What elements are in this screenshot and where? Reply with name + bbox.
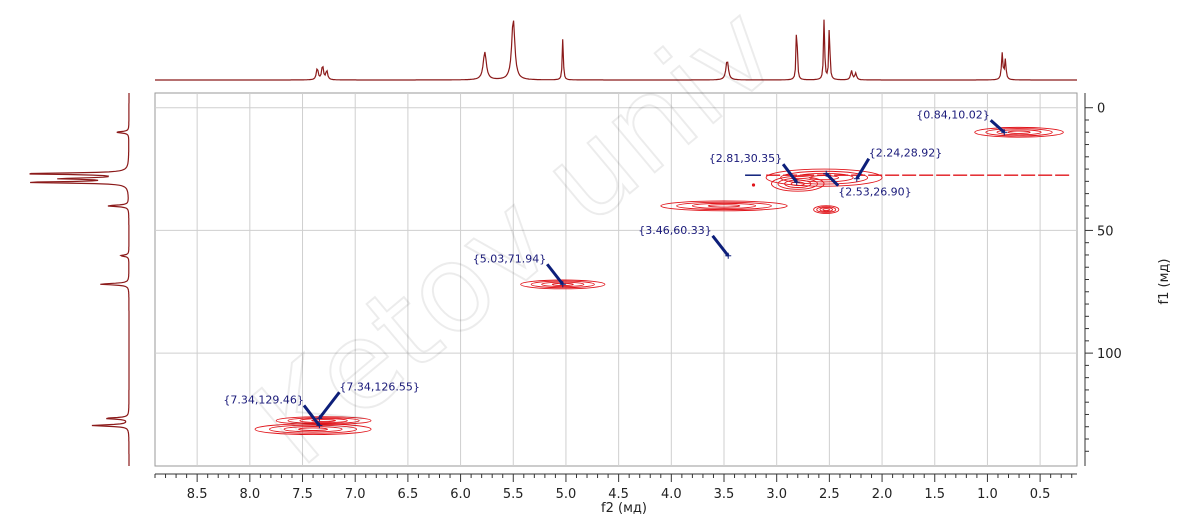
contour-ring (283, 426, 343, 433)
x-tick-label: 4.0 (661, 487, 682, 502)
x-axis-title: f2 (мд) (601, 501, 647, 516)
contour-ring (707, 204, 741, 208)
contour-ring (784, 179, 812, 188)
contour-ring (275, 416, 372, 425)
x-tick-label: 1.0 (977, 487, 998, 502)
contour-ring (269, 424, 358, 434)
f2-projection-spectrum (155, 19, 1077, 81)
peak-label: {7.34,129.46} (223, 393, 303, 406)
x-tick-label: 0.5 (1030, 487, 1051, 502)
x-tick-label: 7.0 (345, 487, 366, 502)
y-tick-label: 100 (1097, 347, 1122, 362)
contour-ring (777, 177, 819, 190)
contours (254, 126, 1064, 436)
contour-ring (819, 207, 833, 213)
contour-ring (311, 419, 336, 423)
x-tick-label: 1.5 (924, 487, 945, 502)
contour-ring (985, 128, 1053, 137)
peak-arrow (855, 157, 871, 180)
y-axis-title: f1 (мд) (1157, 259, 1172, 305)
contour-ring (765, 168, 883, 187)
y-tick-label: 0 (1097, 102, 1105, 117)
peak-arrow (318, 391, 341, 420)
contour-ring (520, 279, 606, 290)
x-tick-label: 5.0 (556, 487, 577, 502)
x-tick-label: 2.5 (819, 487, 840, 502)
peak-annotations: {0.84,10.02} {2.81,30.35} {2.24,28.92} {2.5… (223, 108, 1008, 429)
x-tick-label: 2.0 (872, 487, 893, 502)
peak-label: {3.46,60.33} (638, 224, 711, 237)
x-tick-label: 8.0 (239, 487, 260, 502)
contour-ring (254, 423, 372, 436)
peak-arrow (825, 172, 840, 187)
contour-ring (1007, 130, 1031, 134)
peak-arrow (711, 234, 730, 257)
peak-label: {2.24,28.92} (869, 147, 942, 160)
x-tick-label: 6.0 (450, 487, 471, 502)
x-tick-label: 8.5 (187, 487, 208, 502)
peak-label: {2.53,26.90} (838, 186, 911, 199)
x-tick-label: 7.5 (292, 487, 313, 502)
contour-ring (676, 201, 772, 211)
contour-ring (816, 206, 837, 213)
peak-label: {7.34,126.55} (339, 380, 419, 393)
x-tick-label: 3.5 (714, 487, 735, 502)
contour-ring (660, 200, 788, 212)
peak-arrow (781, 163, 798, 184)
noise-dot (751, 183, 756, 187)
contour-ring (530, 280, 595, 289)
contour-ring (299, 418, 348, 424)
contour-ring (691, 202, 757, 209)
y-tick-label: 50 (1097, 224, 1114, 239)
contour-ring (974, 126, 1064, 138)
x-tick-label: 4.5 (608, 487, 629, 502)
contour-ring (771, 175, 825, 192)
peak-label: {0.84,10.02} (916, 108, 989, 121)
contour-ring (298, 427, 329, 431)
peak-label: {5.03,71.94} (473, 252, 546, 265)
contour-ring (996, 129, 1042, 136)
f1-projection-spectrum (29, 93, 130, 466)
contour-ring (822, 208, 830, 212)
x-tick-label: 3.0 (766, 487, 787, 502)
x-tick-label: 6.5 (398, 487, 419, 502)
contour-ring (813, 205, 840, 214)
peak-label: {2.81,30.35} (709, 152, 782, 165)
x-tick-label: 5.5 (503, 487, 524, 502)
peak-arrow (302, 404, 321, 427)
grid (155, 93, 1077, 466)
plot-frame (154, 92, 1078, 467)
peak-arrow (989, 119, 1006, 134)
peak-arrow (546, 263, 564, 286)
